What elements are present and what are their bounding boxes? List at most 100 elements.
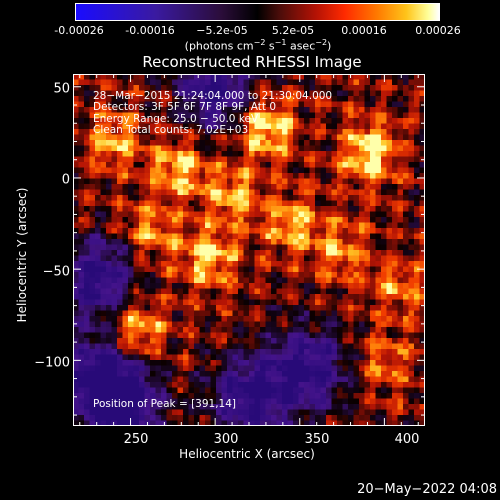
- heatmap-cell: [293, 244, 299, 251]
- heatmap-cell: [150, 283, 156, 289]
- heatmap-cell: [166, 327, 173, 333]
- heatmap-cell: [106, 189, 112, 196]
- heatmap-cell: [348, 343, 354, 350]
- heatmap-cell: [188, 134, 195, 141]
- heatmap-cell: [320, 129, 327, 135]
- heatmap-cell: [210, 288, 217, 295]
- heatmap-cell: [128, 354, 134, 361]
- heatmap-cell: [172, 305, 178, 311]
- heatmap-cell: [249, 189, 255, 196]
- heatmap-cell: [381, 244, 387, 251]
- heatmap-cell: [353, 272, 360, 278]
- heatmap-cell: [265, 255, 272, 262]
- heatmap-cell: [331, 140, 338, 146]
- heatmap-cell: [326, 283, 332, 289]
- heatmap-cell: [370, 184, 376, 190]
- heatmap-cell: [172, 288, 178, 295]
- heatmap-cell: [111, 305, 118, 311]
- heatmap-cell: [265, 272, 272, 278]
- heatmap-cell: [194, 162, 200, 168]
- heatmap-cell: [232, 118, 239, 124]
- heatmap-cell: [381, 96, 387, 102]
- heatmap-cell: [304, 101, 310, 108]
- heatmap-cell: [161, 228, 167, 234]
- heatmap-cell: [265, 415, 272, 421]
- heatmap-cell: [419, 123, 425, 130]
- heatmap-cell: [194, 255, 200, 262]
- heatmap-cell: [254, 107, 261, 113]
- heatmap-cell: [100, 140, 107, 146]
- heatmap-cell: [84, 321, 90, 328]
- heatmap-cell: [216, 393, 222, 399]
- heatmap-cell: [172, 228, 178, 234]
- heatmap-cell: [392, 409, 398, 416]
- heatmap-cell: [89, 338, 96, 344]
- heatmap-cell: [150, 343, 156, 350]
- heatmap-cell: [194, 129, 200, 135]
- heatmap-cell: [271, 393, 277, 399]
- heatmap-cell: [117, 112, 123, 119]
- heatmap-cell: [287, 299, 294, 306]
- heatmap-cell: [221, 382, 228, 388]
- heatmap-cell: [78, 184, 85, 190]
- heatmap-cell: [177, 415, 184, 421]
- heatmap-cell: [161, 404, 167, 410]
- heatmap-cell: [183, 316, 189, 322]
- heatmap-cell: [111, 222, 118, 229]
- heatmap-cell: [265, 283, 272, 289]
- heatmap-cell: [122, 222, 129, 229]
- heatmap-cell: [392, 85, 398, 91]
- heatmap-cell: [128, 299, 134, 306]
- heatmap-cell: [397, 118, 404, 124]
- heatmap-cell: [375, 409, 382, 416]
- heatmap-cell: [271, 321, 277, 328]
- heatmap-cell: [403, 112, 409, 119]
- heatmap-cell: [210, 393, 217, 399]
- heatmap-cell: [271, 211, 277, 218]
- heatmap-cell: [227, 365, 233, 372]
- heatmap-cell: [392, 404, 398, 410]
- heatmap-cell: [337, 294, 343, 300]
- heatmap-cell: [144, 200, 151, 207]
- heatmap-cell: [337, 96, 343, 102]
- heatmap-cell: [238, 371, 244, 377]
- heatmap-cell: [260, 266, 266, 273]
- heatmap-cell: [150, 74, 156, 80]
- heatmap-cell: [359, 398, 365, 405]
- heatmap-cell: [276, 327, 283, 333]
- heatmap-cell: [320, 211, 327, 218]
- heatmap-cell: [298, 365, 305, 372]
- heatmap-cell: [337, 85, 343, 91]
- heatmap-cell: [172, 360, 178, 366]
- heatmap-cell: [414, 222, 420, 229]
- heatmap-cell: [309, 244, 316, 251]
- heatmap-cell: [216, 316, 222, 322]
- heatmap-cell: [106, 167, 112, 174]
- heatmap-cell: [359, 156, 365, 163]
- heatmap-cell: [397, 365, 404, 372]
- heatmap-cell: [403, 310, 409, 317]
- heatmap-cell: [177, 387, 184, 394]
- heatmap-cell: [243, 101, 250, 108]
- heatmap-cell: [84, 387, 90, 394]
- heatmap-cell: [210, 316, 217, 322]
- heatmap-cell: [216, 415, 222, 421]
- heatmap-cell: [386, 156, 393, 163]
- heatmap-cell: [408, 167, 415, 174]
- heatmap-cell: [375, 96, 382, 102]
- heatmap-cell: [139, 195, 145, 201]
- heatmap-cell: [298, 294, 305, 300]
- heatmap-cell: [249, 101, 255, 108]
- heatmap-cell: [309, 162, 316, 168]
- heatmap-cell: [183, 266, 189, 273]
- heatmap-cell: [359, 299, 365, 306]
- heatmap-cell: [216, 294, 222, 300]
- heatmap-cell: [155, 272, 162, 278]
- heatmap-cell: [276, 112, 283, 119]
- heatmap-cell: [89, 211, 96, 218]
- heatmap-cell: [381, 140, 387, 146]
- heatmap-cell: [403, 195, 409, 201]
- heatmap-cell: [150, 118, 156, 124]
- heatmap-cell: [172, 206, 178, 212]
- heatmap-cell: [177, 398, 184, 405]
